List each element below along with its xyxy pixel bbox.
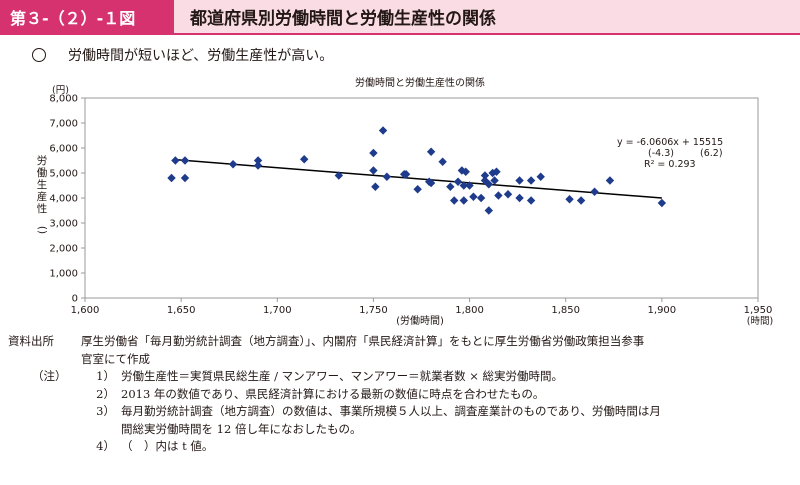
- y-axis-label-char: 性: [37, 202, 48, 215]
- data-point: [167, 173, 176, 183]
- note-item: 4） （ ）内は t 値。: [8, 438, 793, 456]
- source-label: 資料出所: [8, 334, 54, 348]
- y-tick-label: 7,000: [49, 119, 78, 130]
- data-point: [480, 171, 490, 180]
- data-point: [300, 155, 309, 164]
- data-point: [253, 156, 263, 165]
- data-point: [515, 193, 524, 203]
- data-point: [378, 126, 388, 135]
- note-number: 3）: [96, 404, 115, 418]
- y-tick-label: 2,000: [49, 244, 78, 255]
- data-point: [382, 172, 392, 181]
- y-tick-label: 8,000: [49, 94, 78, 105]
- data-point: [590, 187, 599, 196]
- source-row: 資料出所 厚生労働省「毎月勤労統計調査（地方調査）」、内閣府「県民経済計算」をも…: [8, 333, 793, 351]
- circle-bullet-icon: [32, 48, 46, 62]
- y-tick-label: 3,000: [49, 219, 78, 230]
- x-axis-label: (労働時間): [396, 314, 444, 327]
- y-tick-label: 1,000: [49, 269, 78, 280]
- note-text: （ ）内は t 値。: [121, 439, 214, 453]
- note-item: 2） 2013 年の数値であり、県民経済計算における最新の数値に時点を合わせたも…: [8, 386, 793, 404]
- lead-statement: 労働時間が短いほど、労働生産性が高い。: [32, 45, 333, 65]
- data-point: [476, 193, 486, 203]
- y-axis-label-char: 労: [37, 154, 48, 167]
- x-tick-label: 1,900: [648, 305, 677, 316]
- data-point: [605, 176, 615, 185]
- note-text: 毎月勤労統計調査（地方調査）の数値は、事業所規模５人以上、調査産業計のものであり…: [121, 404, 661, 418]
- figure-title: 都道府県別労働時間と労働生産性の関係: [174, 0, 800, 33]
- note-item: （注） 1） 労働生産性＝実質県民総生産 / マンアワー、マンアワー＝就業者数 …: [8, 368, 793, 386]
- data-point: [503, 190, 513, 199]
- r-squared: R² = 0.293: [644, 159, 696, 170]
- source-text-cont: 官室にて作成: [81, 351, 150, 366]
- data-point: [413, 185, 422, 194]
- data-point: [494, 191, 503, 200]
- lead-text: 労働時間が短いほど、労働生産性が高い。: [68, 48, 334, 64]
- figure-label: 第３-（２）-１図: [0, 0, 174, 33]
- regression-annotation: y = -6.0606x + 15515 (-4.3) (6.2) R² = 0…: [617, 137, 723, 170]
- title-bar: 第３-（２）-１図 都道府県別労働時間と労働生産性の関係: [0, 0, 800, 35]
- x-tick-label: 1,800: [455, 305, 484, 316]
- source-text: 厚生労働省「毎月勤労統計調査（地方調査）」、内閣府「県民経済計算」をもとに厚生労…: [81, 334, 645, 348]
- x-tick-label: 1,750: [359, 305, 388, 316]
- note-number: 2）: [96, 386, 115, 401]
- data-point: [526, 176, 536, 185]
- data-point: [657, 198, 667, 208]
- data-point: [449, 196, 459, 205]
- y-unit-label: (円): [52, 85, 69, 96]
- y-axis-label-char: 生: [37, 178, 48, 191]
- note-number: 4）: [96, 439, 115, 453]
- data-point: [536, 172, 545, 181]
- x-axis-ticks: 1,600 1,650 1,700 1,750 1,800 1,850 1,900 1,950: [71, 298, 773, 316]
- data-point: [526, 196, 536, 205]
- data-point: [484, 206, 493, 215]
- y-axis-ticks: 0 1,000 2,000 3,000 4,000 5,000 6,000 7,000 8,00…: [49, 94, 85, 305]
- y-tick-label: 6,000: [49, 144, 78, 155]
- x-tick-label: 1,850: [551, 305, 580, 316]
- data-point: [171, 156, 180, 165]
- data-points: [167, 126, 667, 215]
- source-row-cont: 官室にて作成: [8, 351, 793, 369]
- note-text-cont: 間総実労働時間を 12 倍し年になおしたもの。: [121, 421, 362, 436]
- data-point: [565, 195, 574, 204]
- x-tick-label: 1,700: [263, 305, 292, 316]
- y-axis-label-char: 働: [37, 166, 48, 179]
- y-tick-label: 4,000: [49, 194, 78, 205]
- chart-title: 労働時間と労働生産性の関係: [355, 76, 485, 89]
- t-value-intercept: (6.2): [700, 148, 723, 159]
- x-tick-label: 1,600: [71, 305, 100, 316]
- note-text: 労働生産性＝実質県民総生産 / マンアワー、マンアワー＝就業者数 × 総実労働時…: [121, 369, 564, 383]
- x-unit-label: (時間): [747, 316, 773, 327]
- t-value-slope: (-4.3): [648, 148, 674, 159]
- note-label: （注）: [32, 369, 67, 383]
- y-axis-label-paren: (): [36, 226, 48, 234]
- data-point: [180, 173, 190, 183]
- note-number: 1）: [96, 369, 115, 383]
- data-point: [515, 176, 524, 185]
- note-text: 2013 年の数値であり、県民経済計算における最新の数値に時点を合わせたもの。: [121, 386, 545, 401]
- data-point: [446, 182, 455, 191]
- data-point: [369, 148, 378, 158]
- y-axis-label: 労働生産性 (): [36, 154, 48, 234]
- data-point: [369, 166, 378, 175]
- data-point: [576, 196, 586, 205]
- y-tick-label: 0: [72, 294, 78, 305]
- data-point: [459, 196, 469, 205]
- note-item: 3） 毎月勤労統計調査（地方調査）の数値は、事業所規模５人以上、調査産業計のもの…: [8, 403, 793, 421]
- x-tick-label: 1,950: [744, 305, 773, 316]
- data-point: [426, 147, 436, 156]
- data-point: [228, 160, 238, 169]
- data-point: [371, 182, 380, 191]
- data-point: [438, 157, 447, 166]
- data-point: [469, 192, 478, 201]
- x-tick-label: 1,650: [167, 305, 196, 316]
- scatter-chart: 労働時間と労働生産性の関係 (円) (時間) (労働時間) 労働生産性() 01…: [36, 76, 773, 327]
- y-tick-label: 5,000: [49, 169, 78, 180]
- regression-equation: y = -6.0606x + 15515: [617, 137, 723, 148]
- y-axis-label-char: 産: [37, 190, 48, 203]
- data-point: [180, 156, 190, 165]
- notes-section: 資料出所 厚生労働省「毎月勤労統計調査（地方調査）」、内閣府「県民経済計算」をも…: [8, 333, 793, 456]
